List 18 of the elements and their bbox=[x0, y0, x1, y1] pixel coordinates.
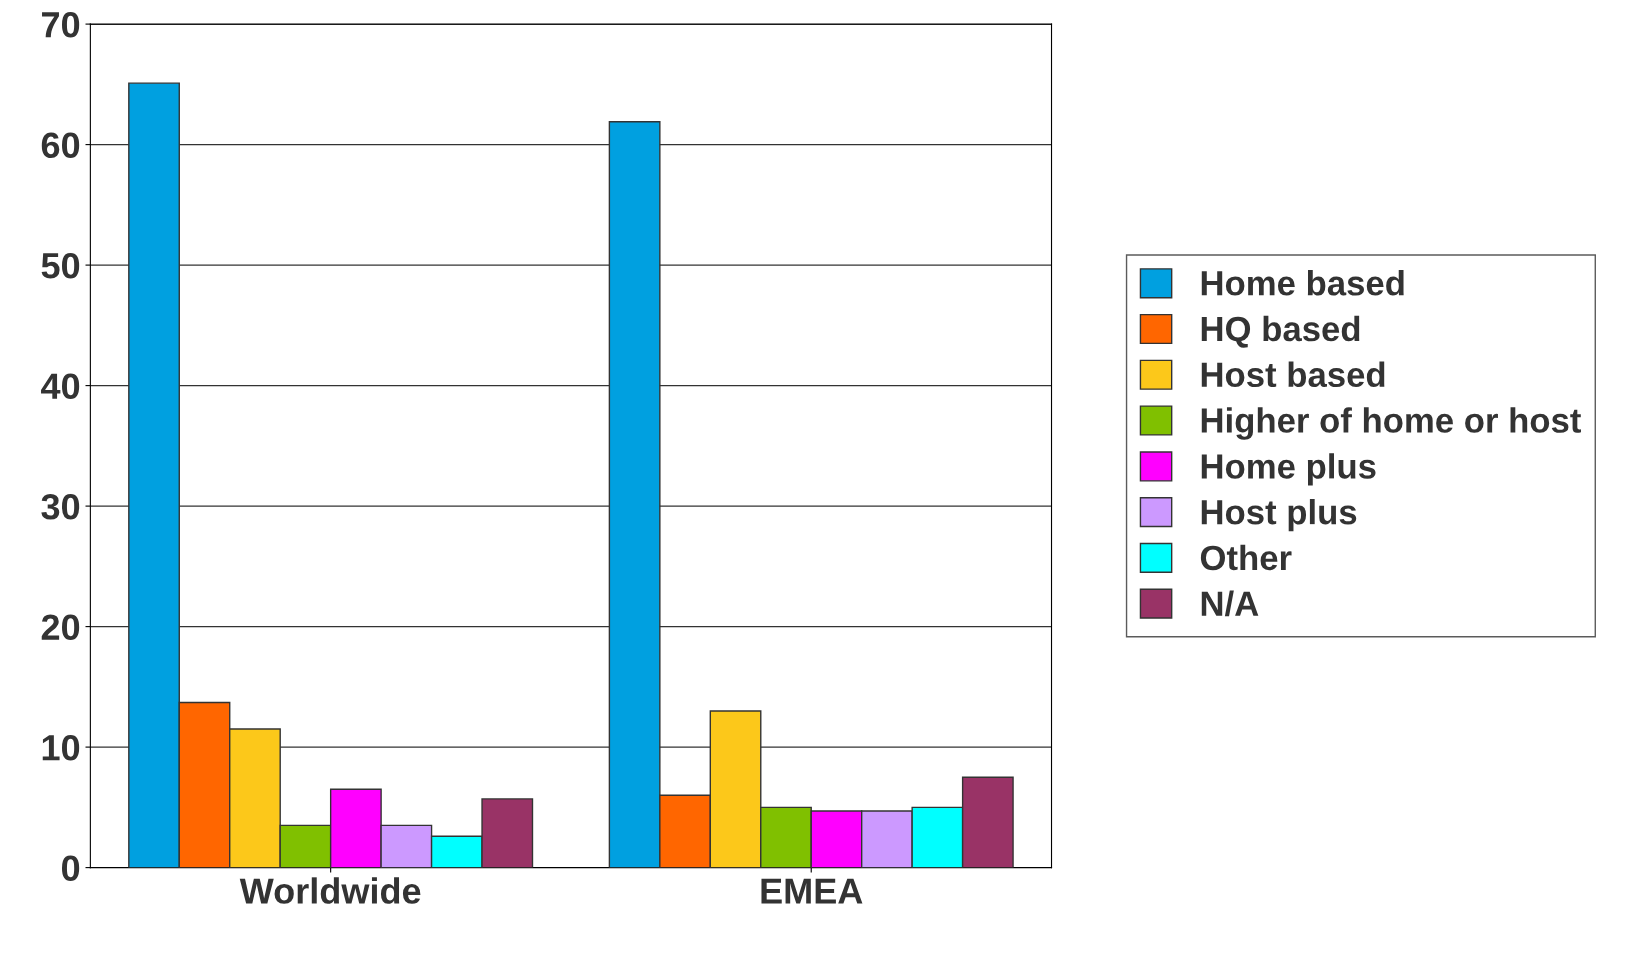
legend-label: Home based bbox=[1201, 270, 1404, 296]
y-tick-label: 70 bbox=[42, 11, 80, 38]
legend-label: Host based bbox=[1201, 361, 1385, 388]
y-tick-label: 30 bbox=[41, 493, 80, 520]
y-tick-label: 40 bbox=[41, 373, 80, 400]
y-tick-label: 10 bbox=[42, 734, 80, 761]
y-tick-label: 50 bbox=[41, 252, 80, 279]
legend-label: Home plus bbox=[1201, 453, 1376, 486]
legend-label: Higher of home or host bbox=[1201, 407, 1581, 440]
y-tick-label: 60 bbox=[41, 132, 80, 159]
legend-label: Other bbox=[1200, 544, 1292, 571]
legend-label: HQ based bbox=[1201, 315, 1360, 348]
y-tick-label: 20 bbox=[41, 614, 80, 641]
legend-label: Host plus bbox=[1201, 498, 1357, 532]
legend-label: N/A bbox=[1201, 590, 1259, 617]
y-tick-label: 0 bbox=[61, 855, 80, 882]
x-tick-label: EMEA bbox=[761, 878, 863, 904]
x-tick-label: Worldwide bbox=[239, 877, 421, 904]
